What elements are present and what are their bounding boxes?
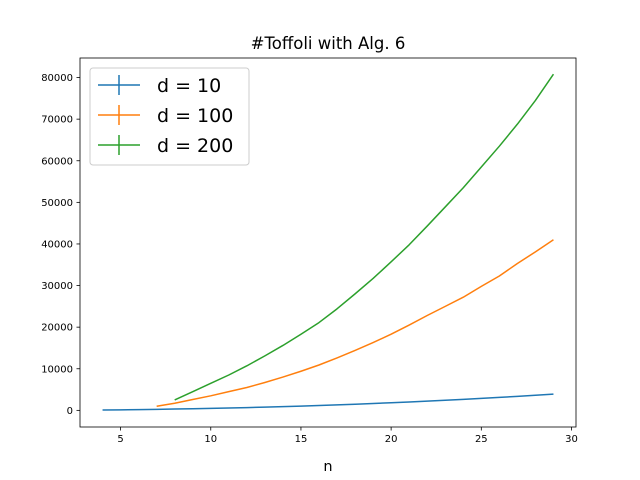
x-axis-ticks: 5 10 15 20 25 30 [117, 427, 578, 445]
series-line-1 [102, 393, 554, 411]
legend-label: d = 10 [157, 75, 221, 97]
y-axis-ticks: 0 10000 20000 30000 40000 50000 60000 70000 8000… [41, 73, 80, 417]
x-tick-label: 30 [565, 434, 578, 445]
x-tick-label: 10 [204, 434, 217, 445]
series-line-2 [156, 239, 554, 407]
legend-item: d = 200 [98, 135, 233, 157]
series-lines [102, 73, 555, 411]
y-tick-label: 0 [67, 406, 73, 417]
y-tick-label: 40000 [41, 239, 73, 250]
y-tick-label: 50000 [41, 198, 73, 209]
y-tick-label: 20000 [41, 323, 73, 334]
legend-label: d = 200 [157, 135, 233, 157]
x-tick-label: 15 [295, 434, 308, 445]
y-tick-label: 70000 [41, 115, 73, 126]
legend-item: d = 100 [98, 105, 233, 127]
plot-frame [79, 57, 577, 428]
y-tick-label: 30000 [41, 281, 73, 292]
legend-label: d = 100 [157, 105, 233, 127]
y-tick-label: 10000 [41, 364, 73, 375]
y-tick-label: 80000 [41, 73, 73, 84]
x-axis-title: n [323, 459, 332, 475]
y-tick-label: 60000 [41, 156, 73, 167]
legend: d = 10 d = 100 d = 200 [89, 67, 250, 166]
x-tick-label: 20 [385, 434, 398, 445]
legend-box [89, 67, 250, 166]
legend-item: d = 10 [98, 75, 221, 97]
x-tick-label: 5 [117, 434, 123, 445]
series-line-3 [174, 73, 555, 401]
x-tick-label: 25 [475, 434, 488, 445]
chart-title: #Toffoli with Alg. 6 [251, 34, 406, 53]
